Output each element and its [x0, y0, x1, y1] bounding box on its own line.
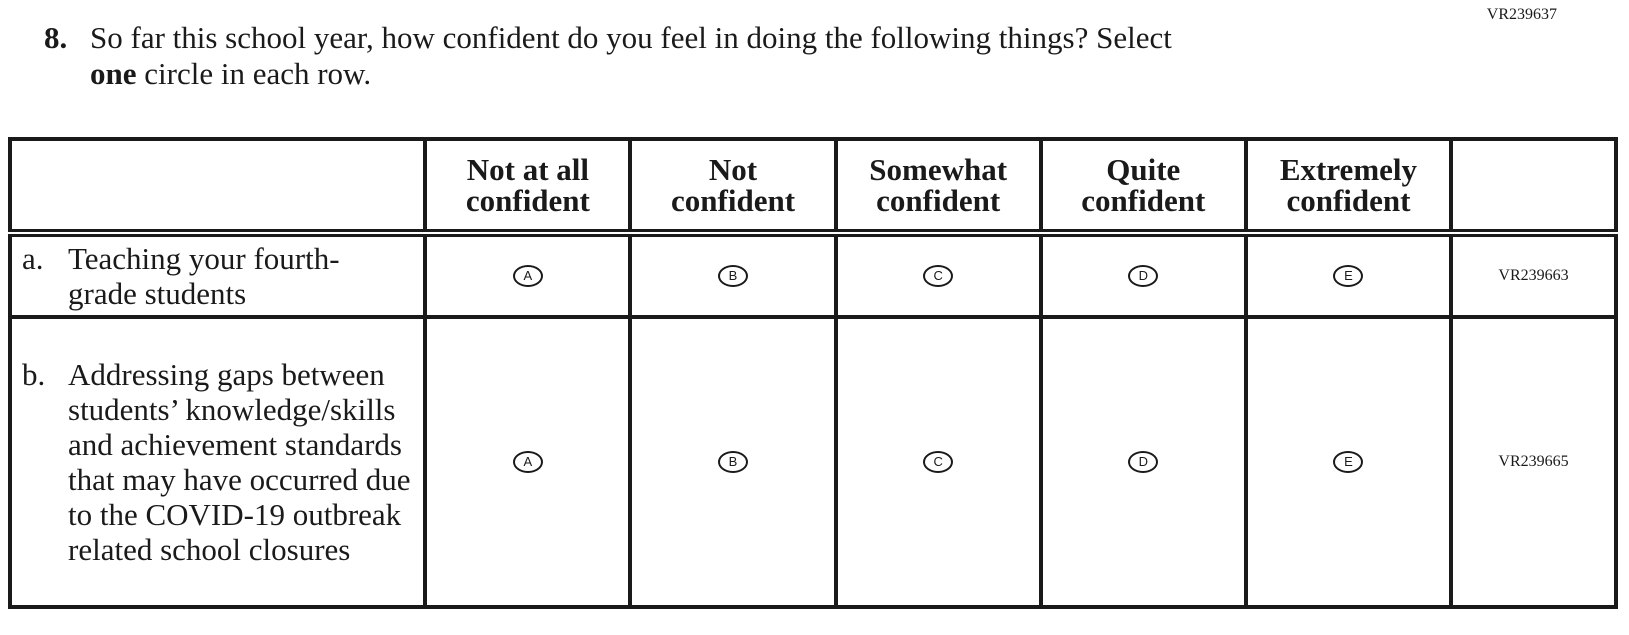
row-label: a. Teaching your fourth-grade students: [7, 231, 428, 319]
emphasis-word: one: [90, 56, 137, 91]
column-header: Not confident: [628, 137, 838, 237]
question-text: 8. So far this school year, how confident…: [44, 20, 1444, 92]
header-row: Not at all confident Not confident Somewha…: [7, 137, 1618, 237]
variable-code: VR239663: [1449, 231, 1618, 319]
radio-option-e[interactable]: E: [1333, 451, 1364, 473]
question-line1: So far this school year, how confident d…: [90, 20, 1172, 55]
variable-code: VR239665: [1449, 315, 1618, 609]
radio-option-a[interactable]: A: [512, 265, 543, 287]
table-row: b. Addressing gaps between students’ know…: [7, 315, 1618, 609]
header-blank: [1449, 137, 1618, 237]
form-code: VR239637: [1486, 6, 1557, 23]
column-header: Not at all confident: [423, 137, 633, 237]
question-number: 8.: [44, 20, 68, 55]
radio-option-d[interactable]: D: [1128, 451, 1159, 473]
response-grid: Not at all confident Not confident Somewha…: [7, 137, 1618, 609]
radio-option-e[interactable]: E: [1333, 265, 1364, 287]
header-blank: [7, 137, 428, 237]
row-label: b. Addressing gaps between students’ know…: [7, 315, 428, 609]
column-header: Extremely confident: [1243, 137, 1454, 237]
radio-option-c[interactable]: C: [923, 451, 954, 473]
table-row: a. Teaching your fourth-grade students A …: [7, 231, 1618, 319]
column-header: Quite confident: [1038, 137, 1248, 237]
radio-option-b[interactable]: B: [718, 265, 749, 287]
radio-option-d[interactable]: D: [1128, 265, 1159, 287]
question-line2: circle in each row.: [136, 56, 372, 91]
radio-option-b[interactable]: B: [718, 451, 749, 473]
radio-option-a[interactable]: A: [512, 451, 543, 473]
radio-option-c[interactable]: C: [923, 265, 954, 287]
column-header: Somewhat confident: [833, 137, 1043, 237]
